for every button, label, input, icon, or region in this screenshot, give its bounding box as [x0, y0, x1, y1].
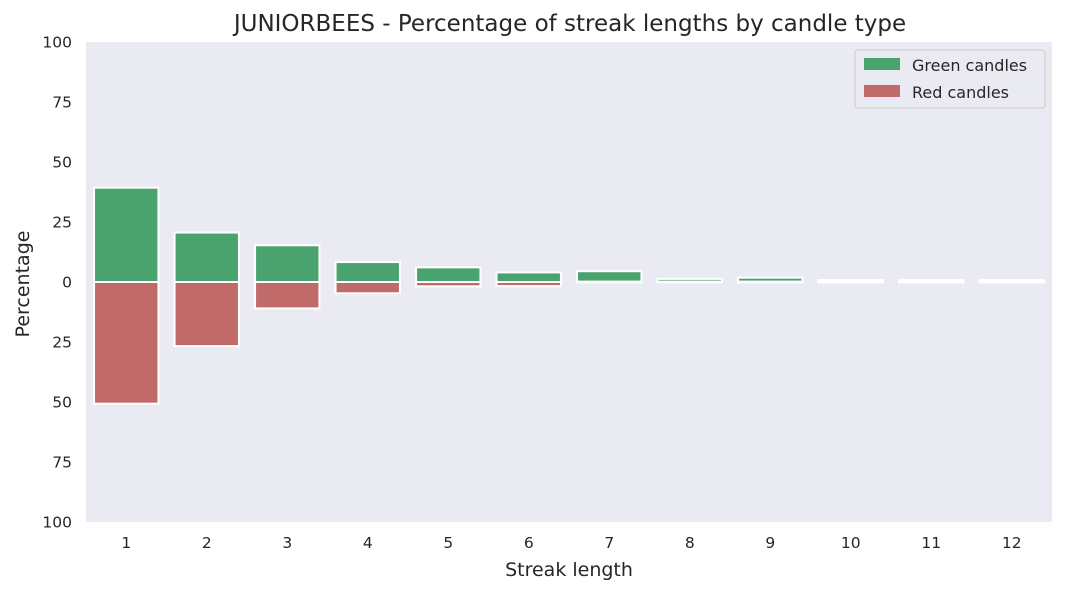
x-tick-label: 3: [282, 534, 292, 552]
green-bar-6: [495, 271, 562, 283]
red-bar-4: [334, 281, 401, 295]
green-bar-5: [415, 266, 482, 283]
red-bar-3: [254, 281, 321, 310]
red-bar-8: [656, 280, 723, 284]
green-bar-3: [254, 244, 321, 283]
red-bar-9: [737, 280, 804, 284]
legend-swatch-green: [864, 58, 900, 70]
legend-label-green: Green candles: [912, 56, 1027, 75]
x-axis-label: Streak length: [505, 559, 633, 581]
green-bar-4: [334, 261, 401, 283]
legend-label-red: Red candles: [912, 83, 1009, 102]
red-bar-10: [817, 280, 884, 284]
x-tick-label: 2: [202, 534, 212, 552]
x-tick-label: 10: [841, 534, 861, 552]
red-bar-12: [978, 280, 1045, 284]
y-tick-label: 75: [52, 454, 72, 472]
y-tick-label: 100: [42, 34, 72, 52]
green-bar-7: [576, 270, 643, 284]
red-bar-11: [898, 280, 965, 284]
y-tick-label: 25: [52, 334, 72, 352]
green-bar-1: [93, 186, 160, 283]
x-tick-label: 9: [765, 534, 775, 552]
y-tick-labels: 100 75 50 25 0 25 50 75 100: [42, 34, 72, 532]
bars-group: [93, 186, 1045, 405]
legend-box: [854, 49, 1046, 109]
x-tick-label: 6: [524, 534, 534, 552]
y-tick-label: 50: [52, 394, 72, 412]
chart-title: JUNIORBEES - Percentage of streak length…: [232, 11, 906, 37]
x-tick-label: 5: [443, 534, 453, 552]
x-tick-label: 8: [685, 534, 695, 552]
x-tick-label: 7: [604, 534, 614, 552]
legend-swatch-red: [864, 85, 900, 97]
y-axis-label: Percentage: [12, 231, 34, 338]
red-bar-7: [576, 280, 643, 284]
green-bar-2: [173, 231, 240, 283]
y-tick-label: 50: [52, 154, 72, 172]
y-tick-label: 25: [52, 214, 72, 232]
red-bar-1: [93, 281, 160, 405]
plot-area: [86, 42, 1052, 522]
red-bar-5: [415, 281, 482, 288]
x-tick-label: 1: [121, 534, 131, 552]
y-tick-label: 0: [62, 274, 72, 292]
red-bar-6: [495, 281, 562, 288]
x-tick-labels: 1 2 3 4 5 6 7 8 9 10 11 12: [121, 534, 1021, 552]
x-tick-label: 12: [1002, 534, 1022, 552]
y-tick-label: 75: [52, 94, 72, 112]
x-tick-label: 11: [921, 534, 941, 552]
red-bar-2: [173, 281, 240, 348]
legend: Green candles Red candles: [854, 49, 1046, 109]
x-tick-label: 4: [363, 534, 373, 552]
y-tick-label: 100: [42, 514, 72, 532]
